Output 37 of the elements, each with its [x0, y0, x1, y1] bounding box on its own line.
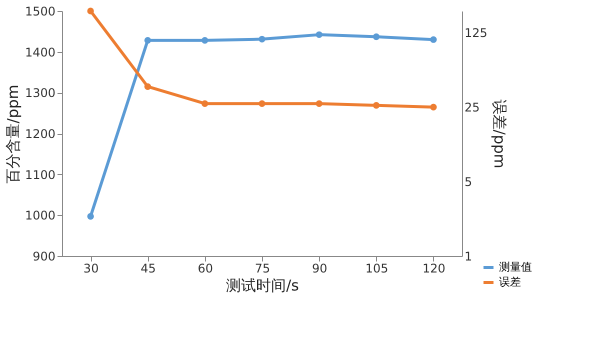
y2-tick-label: 125: [464, 26, 488, 40]
x-tick-label: 105: [365, 262, 388, 276]
legend-label: 测量值: [499, 260, 532, 274]
y2-tick-label: 25: [464, 100, 480, 115]
point: [316, 100, 322, 107]
point: [372, 102, 380, 109]
y-tick-label: 1400: [24, 45, 56, 60]
y-tick-label: 1500: [24, 4, 56, 18]
point: [316, 31, 322, 38]
y-tick-label: 1300: [24, 86, 56, 100]
y2-axis-title: 误差/ppm: [490, 100, 508, 168]
x-tick-label: 45: [140, 262, 156, 276]
point: [202, 37, 208, 44]
x-axis-title: 测试时间/s: [226, 276, 300, 294]
point: [87, 213, 94, 220]
point: [430, 36, 437, 43]
y-tick-label: 1200: [24, 127, 56, 141]
point: [372, 33, 380, 40]
x-tick-label: 120: [422, 262, 446, 276]
y-axis-title: 百分含量/ppm: [4, 84, 22, 184]
point: [258, 100, 266, 107]
point: [144, 37, 152, 44]
y-tick-label: 1100: [24, 168, 56, 182]
y2-tick-label: 1: [464, 250, 472, 264]
y2-tick-label: 5: [464, 175, 472, 190]
point: [87, 8, 94, 14]
x-tick-label: 60: [198, 262, 213, 276]
x-tick-label: 30: [83, 262, 99, 276]
point: [144, 83, 152, 90]
x-tick-label: 75: [254, 262, 270, 276]
point: [430, 104, 437, 111]
x-tick-label: 90: [312, 262, 328, 276]
legend-label: 误差: [499, 276, 521, 288]
point: [258, 36, 266, 43]
point: [202, 100, 208, 107]
y-tick-label: 1000: [24, 208, 56, 223]
y-tick-label: 900: [32, 250, 56, 264]
